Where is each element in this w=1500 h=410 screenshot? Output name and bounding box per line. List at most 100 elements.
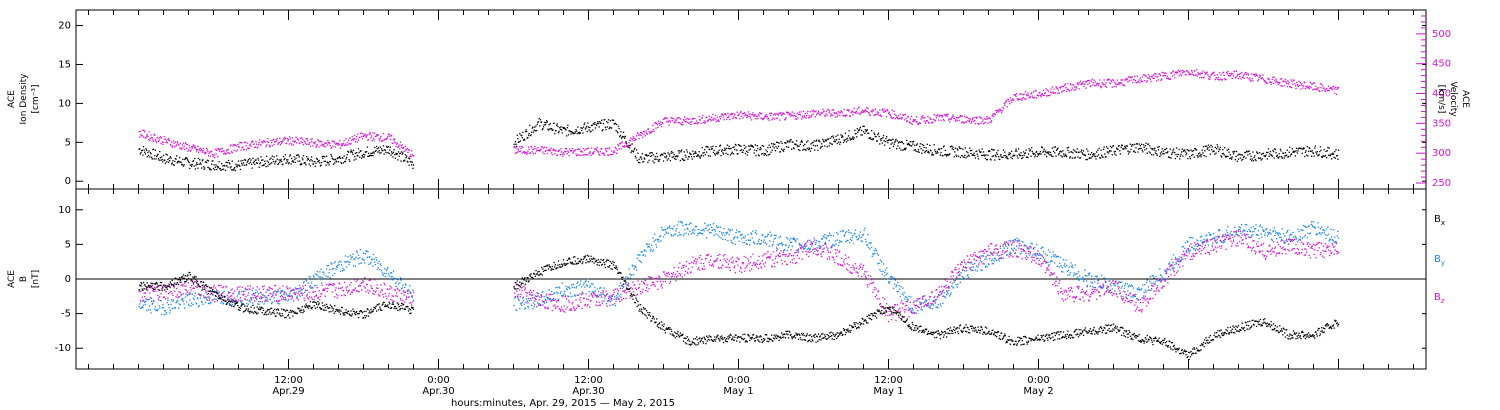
density-series-point [951, 148, 953, 150]
by-series-point [727, 239, 729, 242]
density-series-point [1174, 151, 1176, 154]
by-series-point [300, 289, 302, 291]
velocity-series-point [1241, 72, 1243, 74]
velocity-series-point [1191, 71, 1193, 73]
velocity-series-point [900, 118, 902, 120]
density-series-point [873, 132, 875, 134]
by-series-point [792, 237, 794, 240]
by-series-point [858, 234, 860, 236]
by-series-point [619, 282, 622, 284]
density-series-point [169, 159, 171, 162]
velocity-series-point [1044, 92, 1047, 94]
by-series-point [725, 232, 727, 234]
velocity-series-point [307, 139, 309, 142]
density-series-point [1118, 145, 1120, 147]
by-series-point [537, 293, 540, 295]
density-series-point [883, 140, 885, 142]
by-series-point [406, 295, 408, 297]
by-series-point [836, 239, 838, 241]
density-series-point [139, 148, 141, 150]
density-series-point [344, 160, 347, 163]
density-series-point [349, 160, 351, 162]
density-series-point [1117, 148, 1119, 150]
velocity-series-point [780, 111, 782, 114]
velocity-series-point [1130, 79, 1132, 81]
velocity-series-point [1308, 87, 1310, 90]
density-series-point [1096, 151, 1098, 153]
density-series-point [231, 169, 233, 171]
by-series-point [757, 240, 760, 242]
by-series-point [883, 275, 885, 277]
velocity-series-point [1018, 98, 1020, 100]
density-series-point [307, 158, 310, 160]
by-series-point [718, 236, 720, 238]
by-series-point [839, 239, 841, 242]
velocity-series-point [359, 136, 361, 138]
density-series-point [513, 143, 515, 145]
density-series-point [933, 144, 935, 146]
density-series-point [1188, 150, 1190, 152]
velocity-series-point [1104, 85, 1107, 88]
density-series-point [284, 153, 287, 156]
velocity-series-point [926, 119, 928, 122]
velocity-series-point [212, 155, 214, 158]
by-series-point [396, 281, 398, 283]
density-series-point [838, 138, 840, 140]
by-series-point [679, 221, 682, 223]
density-series-point [1051, 147, 1053, 149]
density-series-point [1019, 154, 1022, 157]
velocity-series-point [1031, 92, 1033, 94]
velocity-series-point [1010, 99, 1012, 101]
velocity-series-point [217, 148, 220, 150]
velocity-series-point [1151, 75, 1153, 77]
density-series-point [535, 125, 537, 127]
density-series-point [146, 149, 148, 151]
velocity-series-point [1159, 74, 1162, 77]
by-series [138, 221, 1340, 316]
velocity-series-point [289, 136, 291, 138]
by-series-point [196, 303, 198, 305]
density-series-point [287, 159, 289, 161]
velocity-series-point [656, 123, 658, 126]
velocity-series-point [337, 144, 339, 146]
density-series-point [1242, 158, 1244, 161]
density-series-point [936, 150, 938, 152]
by-series-point [639, 260, 642, 262]
velocity-series-point [554, 150, 557, 152]
by-series-point [386, 268, 388, 270]
density-series-point [650, 152, 652, 154]
velocity-series-point [321, 141, 323, 143]
by-series-point [716, 226, 718, 228]
density-series-point [881, 142, 883, 144]
velocity-series-point [1119, 82, 1122, 84]
velocity-series-point [580, 154, 582, 157]
velocity-series-point [157, 140, 160, 143]
velocity-series-point [225, 152, 227, 155]
velocity-series-point [153, 133, 155, 136]
by-series-point [516, 295, 518, 297]
velocity-series-point [353, 138, 355, 140]
density-series-point [229, 167, 232, 169]
density-series-point [384, 149, 387, 152]
velocity-series-point [666, 117, 668, 120]
by-series-point [266, 296, 268, 299]
by-series-point [670, 234, 672, 236]
by-series-point [967, 274, 969, 276]
by-series-point [641, 251, 643, 253]
by-series-point [282, 290, 284, 293]
density-series-point [826, 146, 828, 148]
density-series-point [689, 152, 691, 154]
density-series-point [815, 140, 817, 142]
velocity-series-point [970, 122, 972, 124]
velocity-series-point [169, 143, 172, 146]
velocity-series-point [794, 115, 796, 117]
velocity-series-point [752, 112, 754, 114]
density-series-point [712, 151, 715, 154]
density-series-point [336, 161, 338, 163]
by-series-point [326, 265, 328, 267]
density-series-point [609, 126, 611, 128]
by-series-point [895, 286, 897, 288]
density-series-point [715, 145, 717, 148]
by-series-point [536, 295, 538, 298]
by-series-point [857, 237, 860, 240]
